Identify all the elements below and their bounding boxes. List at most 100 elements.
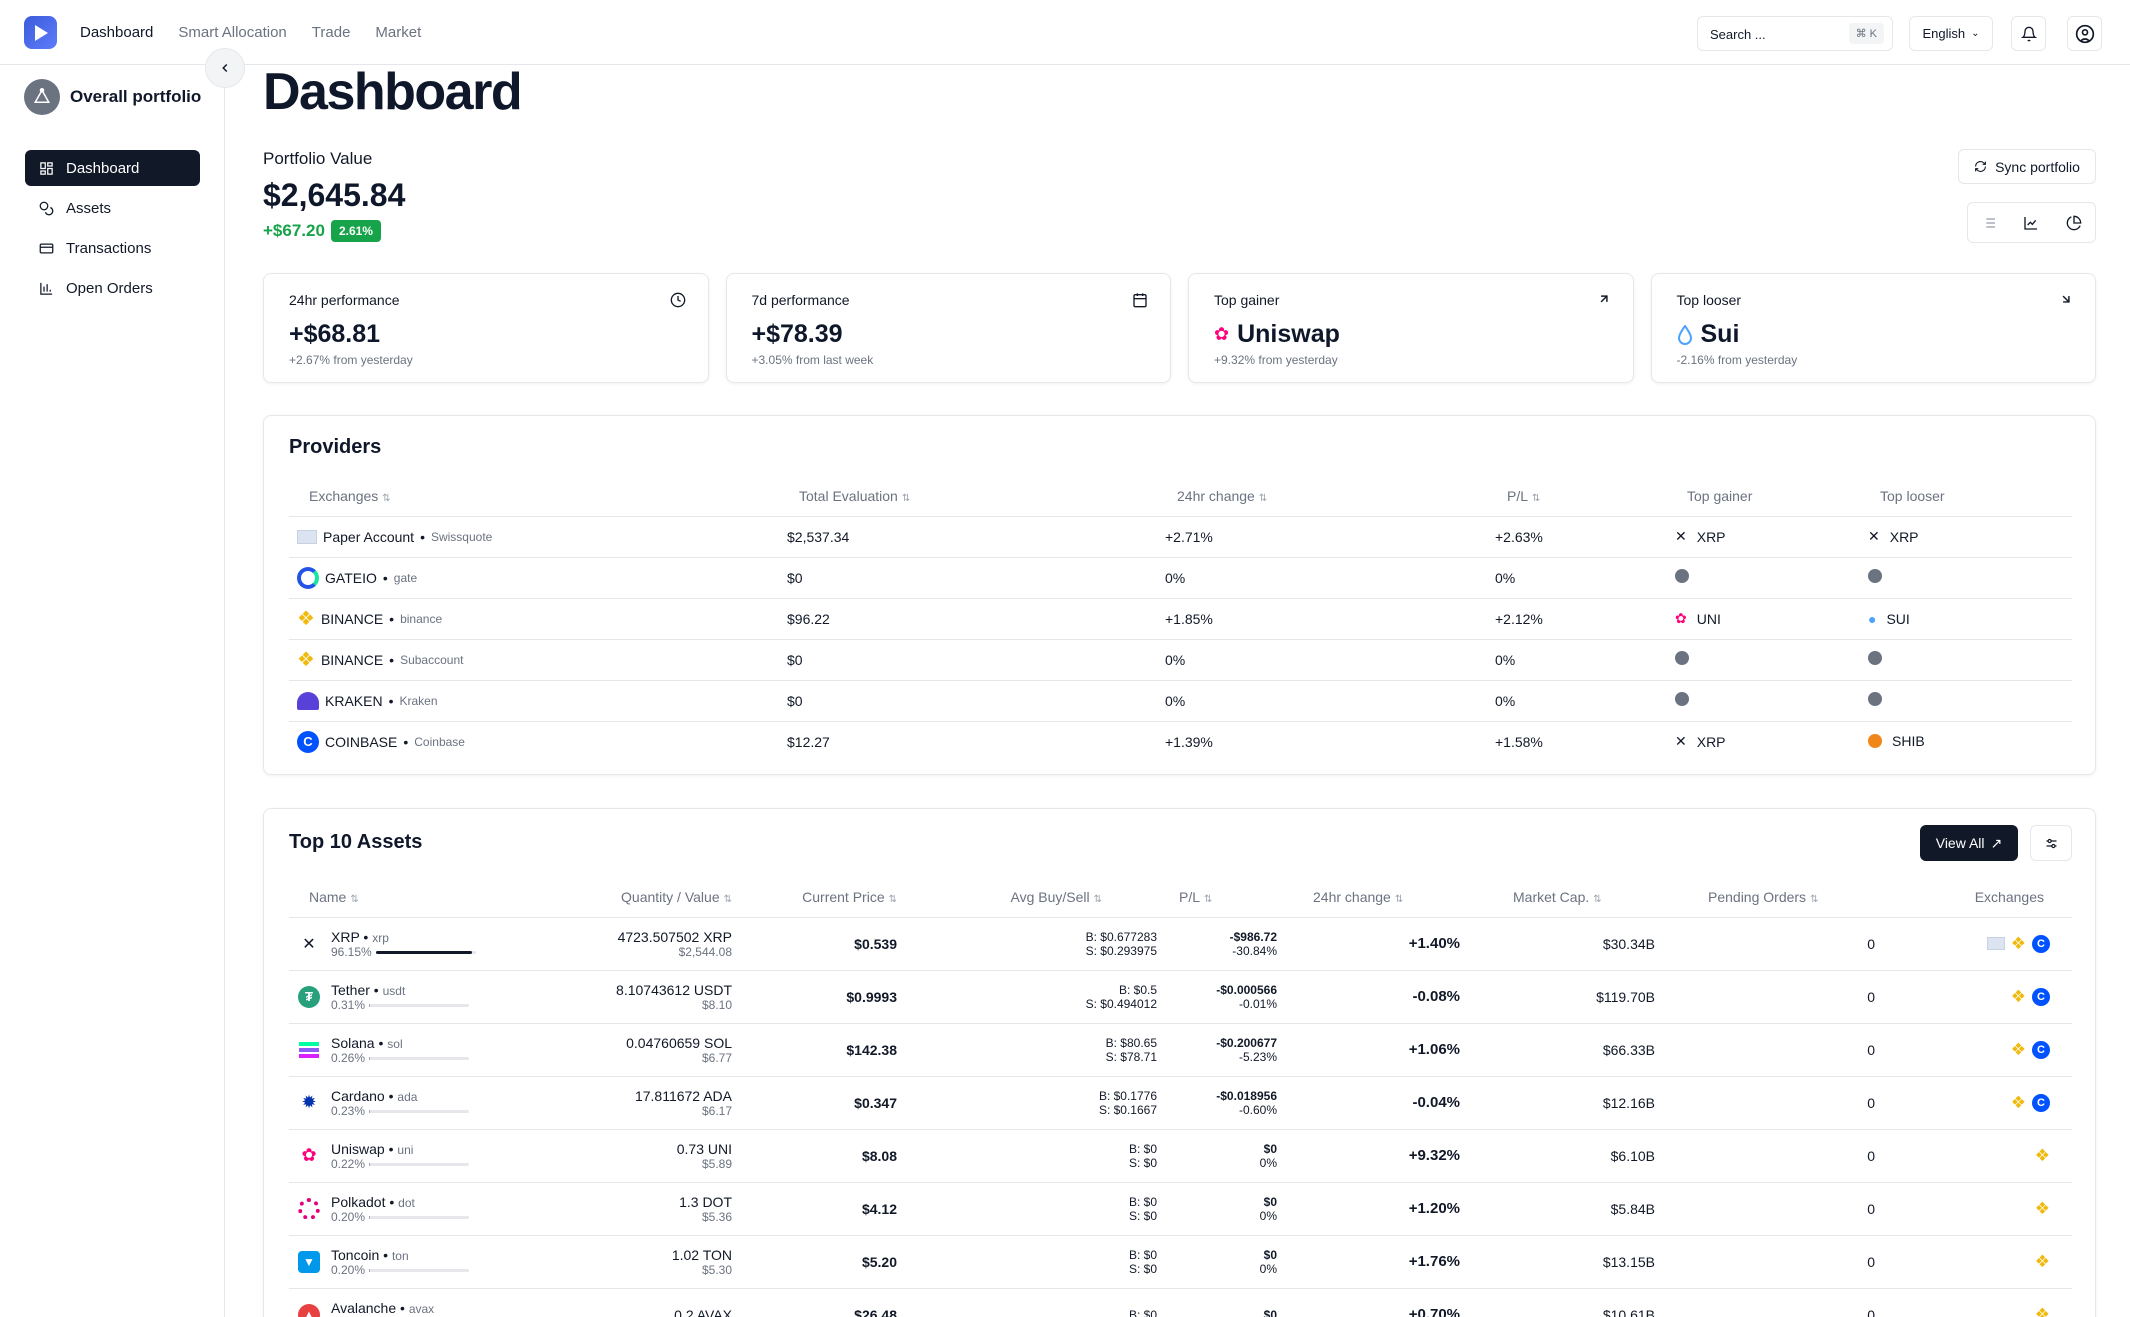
asset-24hr-change: +1.20% [1285, 1182, 1485, 1236]
app-logo[interactable] [24, 16, 57, 49]
asset-ticker: avax [408, 1301, 435, 1316]
providers-panel: Providers Exchanges ⇅ Total Evaluation ⇅ 2… [263, 415, 2096, 775]
view-all-button[interactable]: View All ↗ [1920, 825, 2018, 861]
sidebar-item-assets[interactable]: Assets [25, 190, 200, 226]
asset-market-cap: $10.61B [1485, 1288, 1680, 1317]
asset-name: Toncoin [331, 1246, 380, 1263]
sidebar-item-dashboard[interactable]: Dashboard [25, 150, 200, 186]
col-pending-orders[interactable]: Pending Orders ⇅ [1680, 877, 1900, 918]
asset-row[interactable]: ✕ XRP • xrp 96.15% 4723.507502 XRP $2,544.08… [289, 917, 2072, 971]
asset-row[interactable]: ▲ Avalanche • avax 0.2 AVAX $26.48 B: $0 $0 +0… [289, 1288, 2072, 1317]
asset-pl: -$0.200677 [1216, 1035, 1277, 1050]
provider-looser: SHIB [1892, 732, 1925, 749]
provider-row[interactable]: ❖ BINANCE • binance $96.22 +1.85% +2.12% ✿ U… [289, 598, 2072, 640]
asset-row[interactable]: ▼ Toncoin • ton 0.20% 1.02 TON $5.30 $5.20 B: … [289, 1235, 2072, 1289]
asset-avg-sell: S: $0 [1128, 1261, 1157, 1276]
line-chart-icon[interactable] [2023, 215, 2039, 231]
sync-portfolio-button[interactable]: Sync portfolio [1958, 149, 2096, 184]
col-current-price[interactable]: Current Price ⇅ [762, 877, 967, 918]
placeholder-coin-icon [1675, 651, 1689, 665]
sidebar-item-label: Assets [66, 199, 112, 217]
col-quantity-value[interactable]: Quantity / Value ⇅ [549, 877, 762, 918]
provider-row[interactable]: Paper Account • Swissquote $2,537.34 +2.71… [289, 516, 2072, 558]
asset-exchanges: ❖ C [1900, 934, 2072, 954]
asset-row[interactable]: Polkadot • dot 0.20% 1.3 DOT $5.36 $4.12 B: $… [289, 1182, 2072, 1236]
col-market-cap[interactable]: Market Cap. ⇅ [1485, 877, 1680, 918]
provider-row[interactable]: GATEIO • gate $0 0% 0% [289, 557, 2072, 599]
triangle-nodes-icon [33, 88, 51, 103]
card-value: Uniswap [1237, 320, 1340, 348]
nav-dashboard[interactable]: Dashboard [80, 24, 154, 41]
provider-row[interactable]: C COINBASE • Coinbase $12.27 +1.39% +1.58% … [289, 721, 2072, 762]
col-pl[interactable]: P/L ⇅ [1167, 877, 1285, 918]
sidebar-item-open-orders[interactable]: Open Orders [25, 270, 200, 306]
nav-trade[interactable]: Trade [311, 24, 351, 41]
provider-pl: 0% [1487, 557, 1667, 599]
asset-price: $0.9993 [762, 970, 967, 1024]
provider-row[interactable]: ❖ BINANCE • Subaccount $0 0% 0% [289, 639, 2072, 681]
col-24hr-change[interactable]: 24hr change ⇅ [1157, 476, 1487, 517]
top-assets-title: Top 10 Assets [289, 831, 423, 853]
list-icon[interactable] [1981, 215, 1997, 231]
card-subtext: +3.05% from last week [751, 353, 874, 367]
asset-price: $5.20 [762, 1235, 967, 1289]
col-name[interactable]: Name ⇅ [289, 877, 549, 918]
asset-row[interactable]: Solana • sol 0.26% 0.04760659 SOL $6.77 $142… [289, 1023, 2072, 1077]
asset-pl: $0 [1263, 1194, 1277, 1209]
asset-row[interactable]: ✿ Uniswap • uni 0.22% 0.73 UNI $5.89 $8.08 B: … [289, 1129, 2072, 1183]
notifications-button[interactable] [2011, 16, 2046, 51]
asset-share: 0.23% [331, 1103, 366, 1118]
language-select[interactable]: English ⌄ [1909, 16, 1993, 51]
asset-name: Polkadot [331, 1193, 386, 1210]
cardano-icon: ✹ [301, 1092, 317, 1112]
pie-chart-icon[interactable] [2066, 215, 2082, 231]
sidebar-collapse-button[interactable] [205, 48, 245, 88]
placeholder-coin-icon [1675, 569, 1689, 583]
coinbase-icon: C [2032, 1093, 2050, 1112]
provider-pl: 0% [1487, 680, 1667, 722]
asset-avg-buy: B: $80.65 [1105, 1035, 1157, 1050]
asset-share: 96.15% [331, 944, 372, 959]
col-total-evaluation[interactable]: Total Evaluation ⇅ [779, 476, 1157, 517]
asset-avg-sell: S: $0.494012 [1085, 996, 1157, 1011]
page-title: Dashboard [263, 63, 523, 121]
user-circle-icon [2075, 24, 2094, 43]
nav-smart-allocation[interactable]: Smart Allocation [178, 24, 287, 41]
provider-row[interactable]: KRAKEN • Kraken $0 0% 0% [289, 680, 2072, 722]
asset-avg-sell: S: $0 [1128, 1155, 1157, 1170]
provider-name: BINANCE [320, 610, 384, 627]
filter-button[interactable] [2030, 825, 2072, 861]
asset-share: 0.31% [331, 997, 366, 1012]
asset-pending-orders: 0 [1680, 1182, 1900, 1236]
asset-quantity: 8.10743612 USDT [616, 981, 732, 998]
asset-pl: -$0.018956 [1216, 1088, 1277, 1103]
card-24hr-performance: 24hr performance +$68.81 +2.67% from yes… [263, 273, 709, 383]
provider-gainer: XRP [1696, 528, 1726, 545]
col-pl[interactable]: P/L ⇅ [1487, 476, 1667, 517]
coinbase-icon: C [2032, 987, 2050, 1006]
card-subtext: +9.32% from yesterday [1214, 353, 1338, 367]
uniswap-icon: ✿ [1675, 610, 1687, 626]
asset-pending-orders: 0 [1680, 1288, 1900, 1317]
asset-share-bar [369, 1268, 470, 1272]
chart-view-toggle [1967, 202, 2096, 243]
search-input[interactable]: Search ... ⌘ K [1697, 16, 1893, 51]
asset-row[interactable]: ₮ Tether • usdt 0.31% 8.10743612 USDT $8.10 $… [289, 970, 2072, 1024]
col-exchanges[interactable]: Exchanges ⇅ [289, 476, 779, 517]
asset-share: 0.22% [331, 1156, 366, 1171]
asset-exchanges: ❖ [1900, 1146, 2072, 1166]
account-button[interactable] [2067, 16, 2102, 51]
asset-exchanges: ❖ C [1900, 1093, 2072, 1113]
portfolio-selector[interactable]: Overall portfolio [24, 79, 201, 115]
nav-market[interactable]: Market [375, 24, 422, 41]
asset-exchanges: ❖ [1900, 1305, 2072, 1317]
sidebar-item-transactions[interactable]: Transactions [25, 230, 200, 266]
binance-icon: ❖ [2034, 1304, 2050, 1317]
portfolio-change-amount: +$67.20 [263, 221, 325, 240]
refresh-icon [1975, 161, 1986, 172]
asset-share-bar [369, 1003, 470, 1007]
col-avg-buy-sell[interactable]: Avg Buy/Sell ⇅ [967, 877, 1167, 918]
asset-row[interactable]: ✹ Cardano • ada 0.23% 17.811672 ADA $6.17 $0.… [289, 1076, 2072, 1130]
col-24hr-change[interactable]: 24hr change ⇅ [1285, 877, 1485, 918]
asset-ticker: sol [387, 1036, 403, 1051]
